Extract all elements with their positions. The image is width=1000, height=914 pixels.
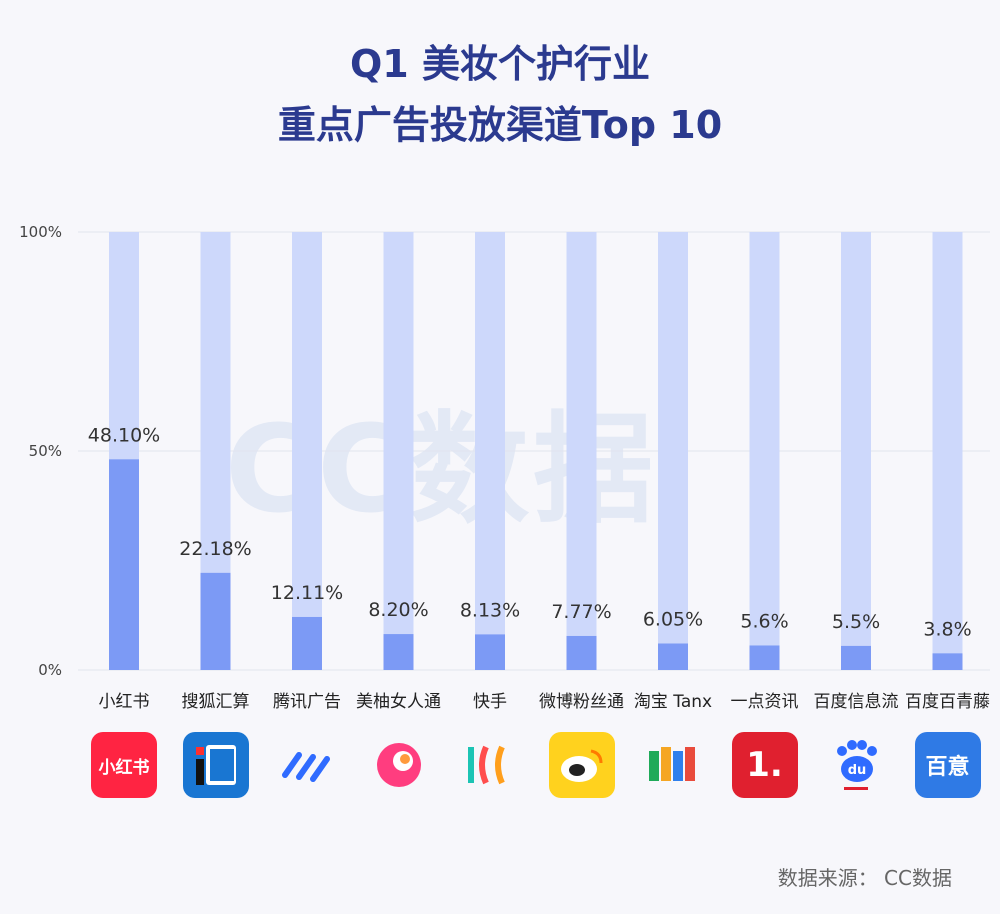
- sougou-logo: [182, 732, 249, 798]
- bar-track: [841, 232, 871, 670]
- bar[interactable]: [475, 634, 505, 670]
- bar-track: [932, 232, 963, 670]
- yidianzixun-logo: 1.: [731, 732, 798, 798]
- x-tick-label: 百度百青藤: [905, 692, 990, 712]
- x-tick-label: 淘宝 Tanx: [634, 692, 712, 712]
- data-label: 5.5%: [832, 611, 880, 633]
- data-label: 8.20%: [368, 599, 428, 621]
- data-label: 22.18%: [179, 538, 251, 560]
- data-label: 7.77%: [551, 601, 611, 623]
- data-label: 48.10%: [88, 424, 160, 446]
- weibo-logo: [548, 732, 615, 798]
- bar[interactable]: [841, 645, 871, 670]
- svg-text:du: du: [848, 763, 867, 778]
- bar-track: [475, 232, 505, 670]
- chart-subtitle: 重点广告投放渠道Top 10: [277, 103, 723, 147]
- taobao-tanx-logo: [640, 732, 706, 798]
- bar-chart: 0% 50% 100% 48.10% 小红书 22.18% 搜狐汇算 12.11% 腾讯广告 8.…: [19, 223, 990, 712]
- x-tick-label: 搜狐汇算: [182, 692, 250, 712]
- x-tick-label: 快手: [473, 692, 507, 712]
- bar[interactable]: [658, 643, 688, 670]
- data-label: 12.11%: [271, 582, 343, 604]
- bar-track: [749, 232, 780, 670]
- bar[interactable]: [566, 635, 597, 670]
- bar-track: [658, 232, 688, 670]
- x-tick-label: 小红书: [99, 692, 150, 712]
- baidu-baiqing-logo: 百意: [914, 732, 981, 798]
- data-label: 5.6%: [740, 610, 788, 632]
- chart-title: Q1 美妆个护行业: [350, 42, 650, 86]
- bar[interactable]: [932, 653, 963, 670]
- tencent-ads-logo: [274, 732, 340, 798]
- bar-track: [566, 232, 597, 670]
- x-tick-label: 美柚女人通: [356, 692, 441, 712]
- kuaishou-logo: [457, 732, 523, 798]
- x-tick-label: 微博粉丝通: [539, 692, 624, 712]
- bar[interactable]: [383, 634, 414, 670]
- data-label: 6.05%: [643, 609, 703, 631]
- bar[interactable]: [200, 572, 231, 670]
- y-tick-label: 0%: [38, 661, 62, 679]
- bar[interactable]: [749, 645, 780, 670]
- x-tick-label: 百度信息流: [814, 692, 899, 712]
- data-label: 3.8%: [923, 618, 971, 640]
- data-label: 8.13%: [460, 599, 520, 621]
- bar[interactable]: [292, 616, 322, 670]
- xiaohongshu-logo: 小红书: [91, 732, 157, 798]
- data-source: 数据来源： CC数据: [777, 866, 952, 890]
- bar[interactable]: [109, 459, 139, 670]
- bar-track: [292, 232, 322, 670]
- y-tick-label: 50%: [29, 442, 62, 460]
- x-tick-label: 一点资讯: [731, 692, 799, 712]
- bar-track: [383, 232, 414, 670]
- y-tick-label: 100%: [19, 223, 62, 241]
- baidu-feed-logo: du: [823, 732, 889, 798]
- meiyou-logo: [366, 732, 432, 798]
- x-tick-label: 腾讯广告: [273, 692, 341, 712]
